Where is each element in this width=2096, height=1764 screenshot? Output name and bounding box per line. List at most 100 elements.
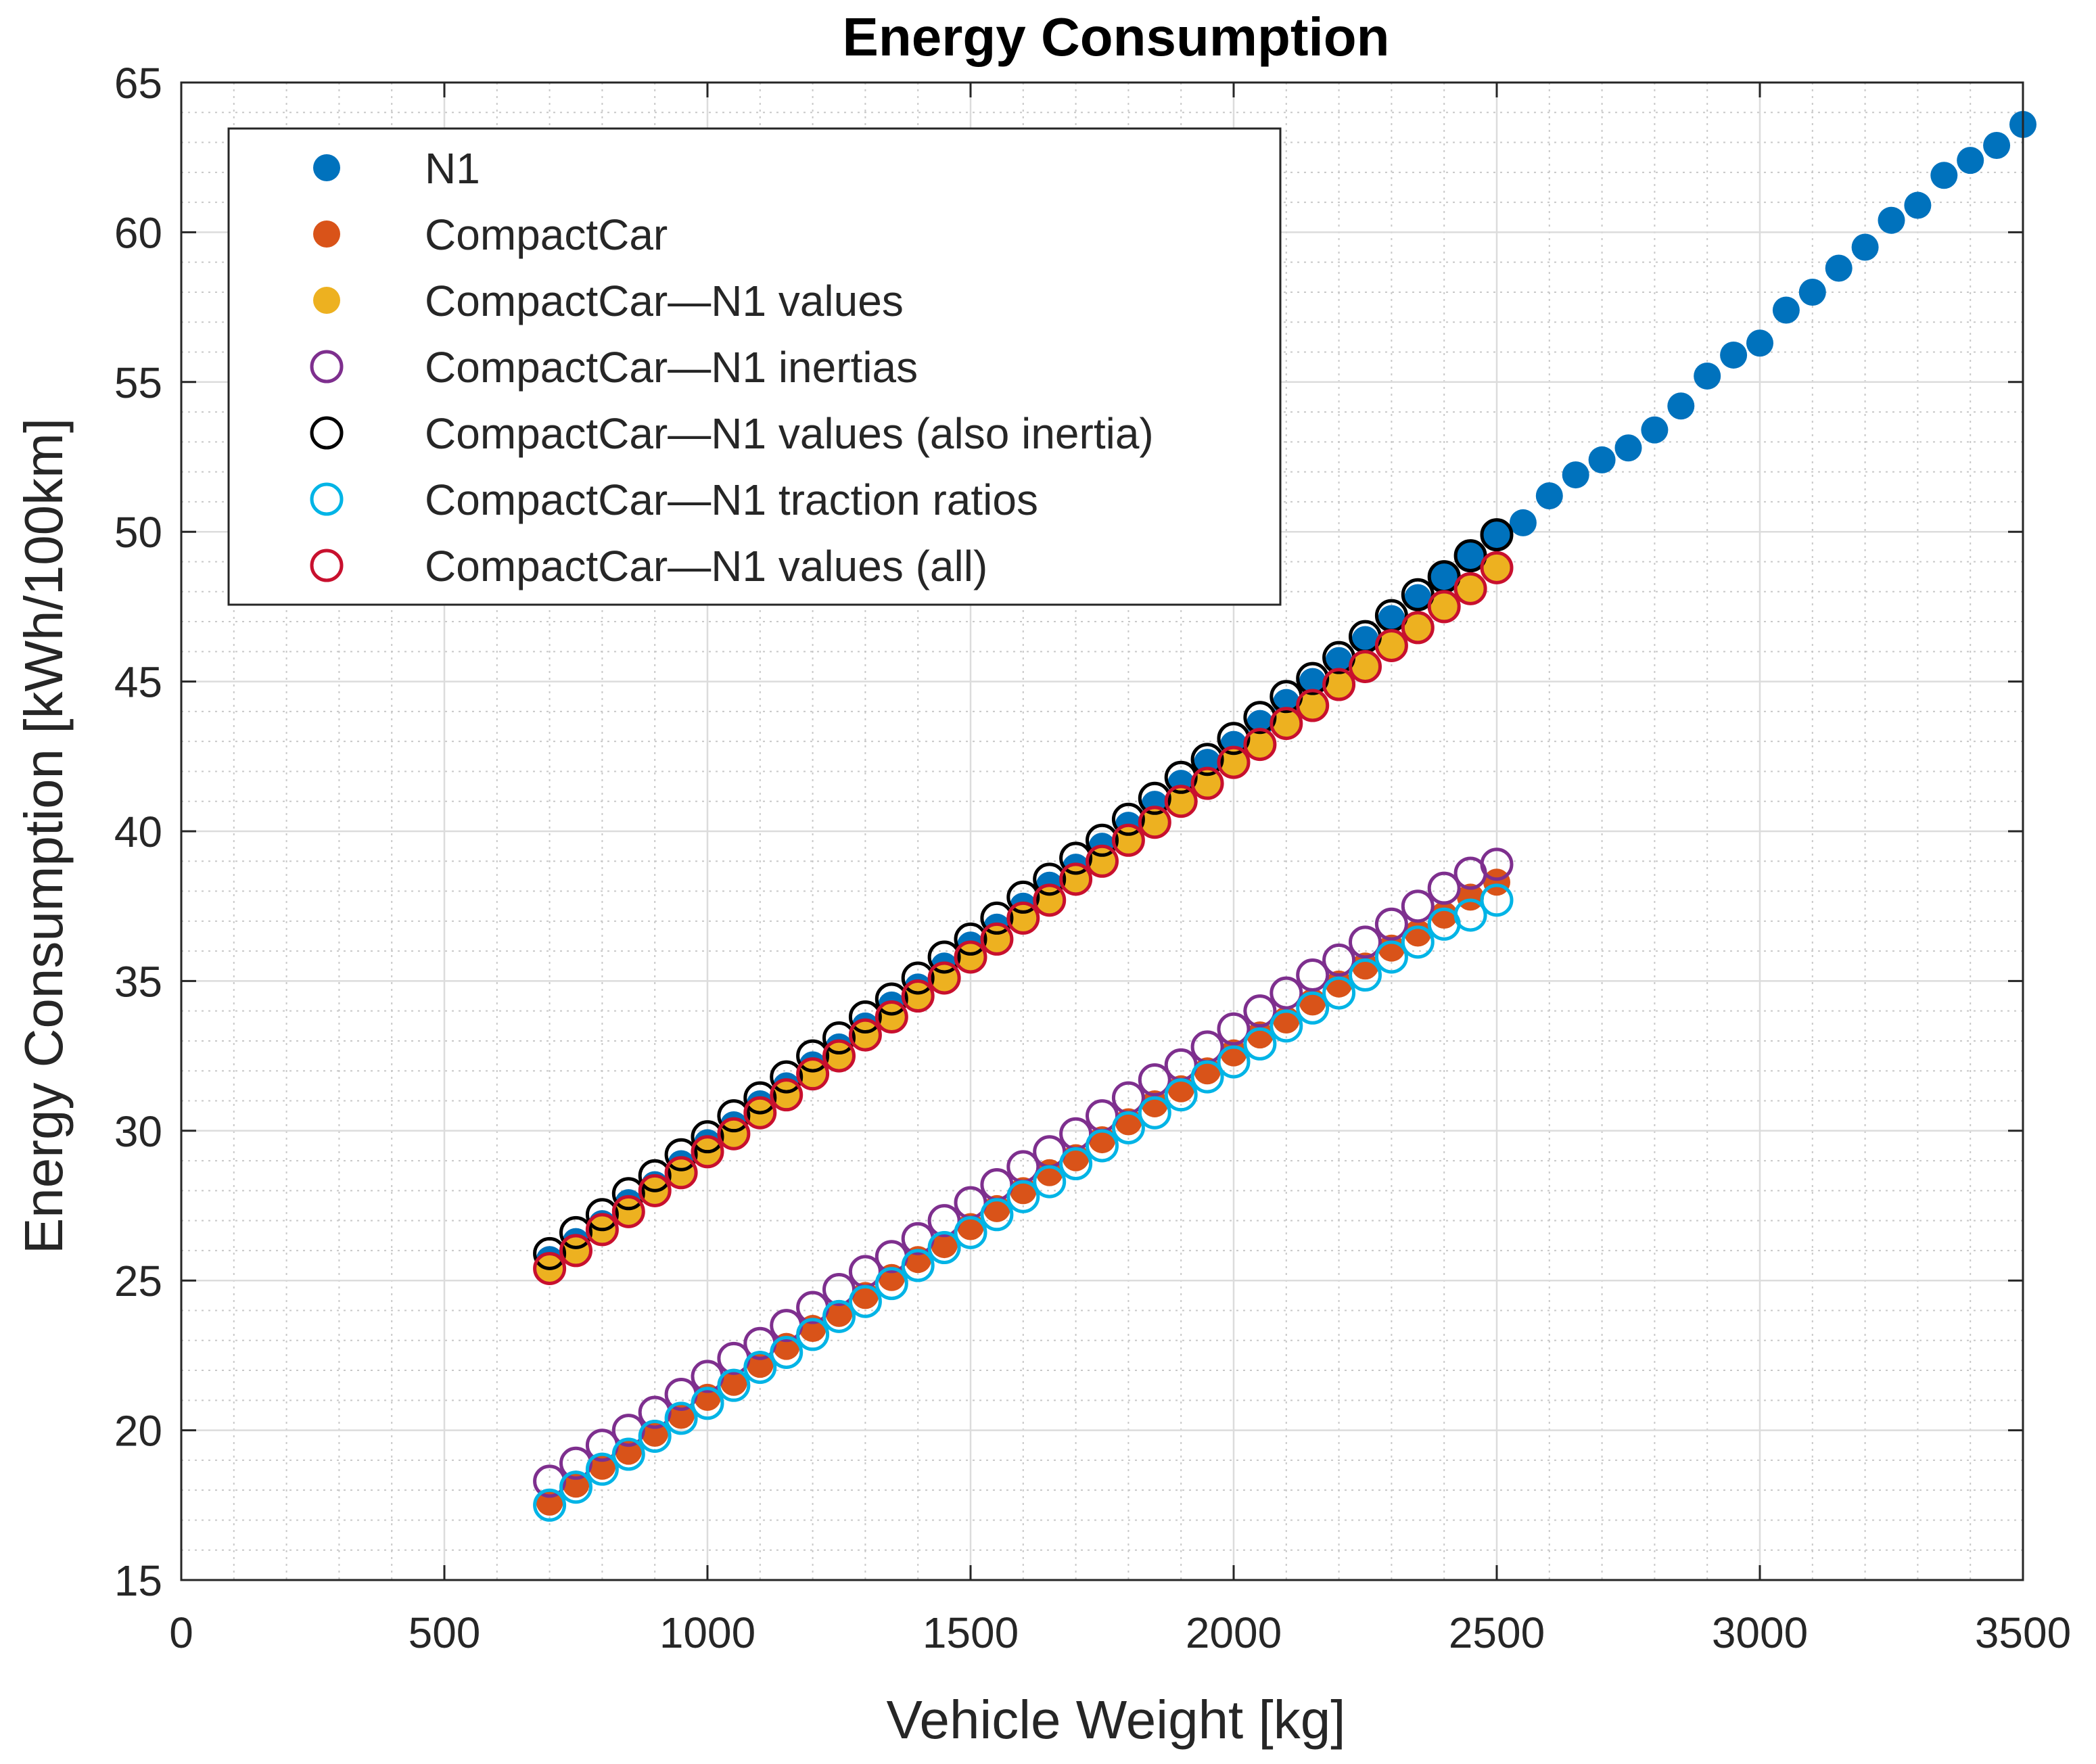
data-point <box>1111 823 1145 857</box>
data-point <box>852 1021 879 1049</box>
data-point <box>1167 787 1195 815</box>
y-tick-label: 25 <box>114 1257 162 1305</box>
data-point <box>1033 862 1067 896</box>
data-point <box>743 1096 777 1130</box>
data-point <box>770 1078 804 1112</box>
data-point <box>559 1215 592 1249</box>
data-point <box>1325 970 1353 998</box>
data-point <box>875 1267 908 1301</box>
data-point <box>1378 934 1405 962</box>
legend-label: CompactCar—N1 values (all) <box>425 542 987 590</box>
data-point <box>533 1488 567 1522</box>
y-tick-label: 40 <box>114 808 162 856</box>
data-point <box>1772 296 1800 324</box>
data-point <box>796 1057 830 1091</box>
data-point <box>1509 509 1537 536</box>
x-tick-label: 1500 <box>923 1608 1019 1657</box>
legend-item: CompactCar <box>313 210 668 259</box>
data-point <box>1427 590 1461 624</box>
data-point <box>585 1198 619 1232</box>
x-tick-label: 500 <box>409 1608 481 1657</box>
data-point <box>954 940 987 974</box>
data-point <box>1006 901 1040 935</box>
x-tick-label: 2000 <box>1186 1608 1282 1657</box>
data-point <box>717 1368 751 1402</box>
data-point <box>1111 1111 1145 1144</box>
data-point <box>1243 994 1277 1028</box>
data-point <box>1404 613 1432 641</box>
data-point <box>1694 362 1721 390</box>
data-point <box>1349 925 1382 959</box>
data-point <box>1190 743 1224 776</box>
data-point <box>1322 943 1356 977</box>
legend-marker <box>310 482 344 516</box>
data-point <box>1325 647 1353 674</box>
data-point <box>1351 653 1379 680</box>
data-point <box>1457 575 1485 603</box>
data-point <box>1164 1078 1198 1112</box>
data-point <box>1667 392 1695 420</box>
data-point <box>1825 254 1853 282</box>
data-point <box>1374 907 1408 941</box>
data-point <box>1033 883 1067 917</box>
legend-marker <box>310 350 344 384</box>
data-point <box>772 1081 800 1109</box>
data-point <box>1086 1129 1119 1163</box>
data-point <box>615 1198 643 1226</box>
data-point <box>927 940 961 974</box>
data-point <box>1322 976 1356 1010</box>
data-point <box>1401 925 1435 959</box>
data-point <box>664 1138 698 1171</box>
y-tick-label: 30 <box>114 1107 162 1156</box>
series-layer <box>533 110 2036 1522</box>
data-point <box>1138 806 1171 839</box>
data-point <box>822 1021 856 1055</box>
series-compactcar-n1-values-all <box>533 551 1514 1285</box>
data-point <box>931 1231 958 1259</box>
y-tick-label: 20 <box>114 1407 162 1456</box>
data-point <box>825 1042 853 1070</box>
data-point <box>1378 632 1405 659</box>
legend-box <box>227 127 1282 606</box>
legend-marker <box>313 154 340 181</box>
data-point <box>1401 889 1435 923</box>
data-point <box>927 1230 961 1264</box>
x-tick-label: 2500 <box>1449 1608 1545 1657</box>
data-point <box>1378 605 1405 632</box>
data-point <box>1299 668 1326 695</box>
legend-label: CompactCar—N1 traction ratios <box>425 475 1038 524</box>
data-point <box>611 1414 645 1447</box>
data-point <box>691 1135 724 1169</box>
data-point <box>1111 802 1145 836</box>
data-point <box>1453 572 1487 605</box>
chart-title: Energy Consumption <box>843 7 1390 67</box>
data-point <box>1164 785 1198 818</box>
legend: N1 CompactCar CompactCar—N1 values CompactC… <box>227 127 1282 606</box>
data-point <box>1033 1165 1067 1199</box>
data-point <box>611 1177 645 1211</box>
data-point <box>799 1060 826 1088</box>
data-point <box>1349 649 1382 683</box>
data-point <box>1246 730 1274 758</box>
data-point <box>1798 278 1826 306</box>
data-point <box>957 943 984 971</box>
data-point <box>1480 883 1514 917</box>
legend-label: CompactCar—N1 inertias <box>425 343 918 392</box>
data-point <box>1246 1021 1274 1049</box>
data-point <box>585 1452 619 1486</box>
data-point <box>611 1437 645 1471</box>
data-point <box>1430 593 1458 620</box>
data-point <box>1535 482 1563 510</box>
data-point <box>1457 542 1485 570</box>
data-point <box>901 1249 935 1282</box>
data-point <box>822 1299 856 1333</box>
data-point <box>1453 898 1487 932</box>
data-point <box>1220 1039 1247 1067</box>
data-point <box>875 1000 908 1034</box>
y-tick-label: 45 <box>114 658 162 707</box>
data-point <box>980 922 1014 956</box>
data-point <box>638 1419 672 1453</box>
y-axis-label: Energy Consumption [kWh/100km] <box>14 418 74 1254</box>
data-point <box>848 1018 882 1052</box>
x-tick-label: 3500 <box>1975 1608 2071 1657</box>
